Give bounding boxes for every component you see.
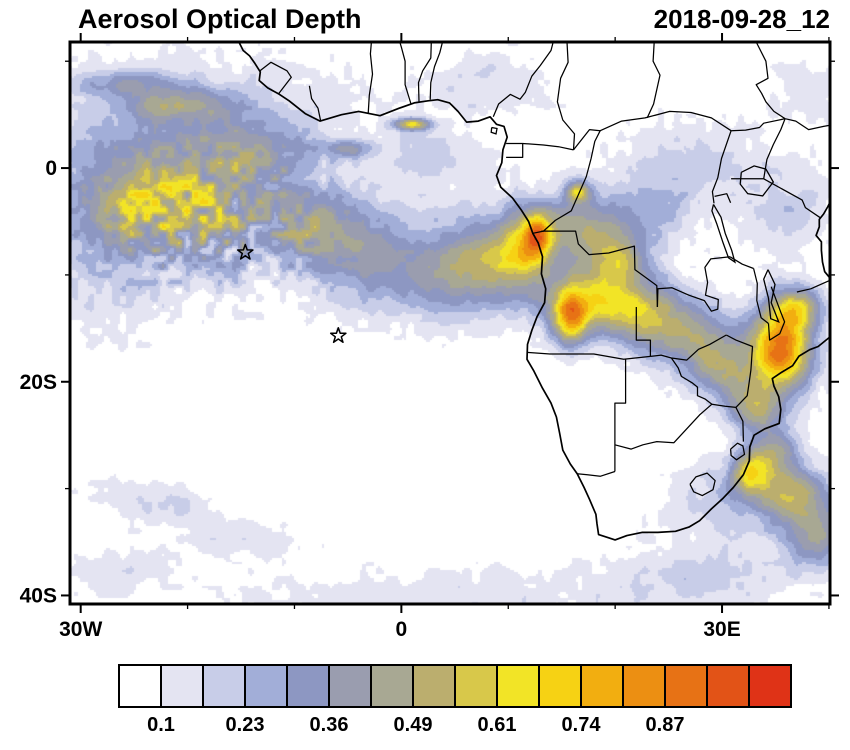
colorbar-cell (244, 664, 288, 708)
lake-outline (739, 165, 775, 197)
border-congo-drc (532, 130, 601, 234)
border-zimbabwe-mozambique (726, 334, 754, 408)
border-mozambique-south-africa (735, 407, 745, 442)
colorbar-tick-label: 0.1 (147, 714, 175, 736)
lat-tick-label: 0 (45, 157, 57, 180)
plot-title: Aerosol Optical Depth (78, 4, 362, 34)
aod-heatmap-canvas (70, 42, 830, 604)
border-namibia-botswana (614, 359, 627, 472)
border-togo-benin (417, 41, 432, 102)
map-frame (68, 40, 832, 606)
colorbar (118, 664, 792, 708)
border-nigeria-cameroon (492, 41, 554, 118)
colorbar-cell (538, 664, 582, 708)
lon-tick-label: 30W (59, 618, 102, 641)
border-benin-nigeria (429, 41, 444, 100)
colorbar-tick-label: 0.49 (393, 714, 433, 736)
colorbar-cell (370, 664, 414, 708)
border-swaziland (729, 442, 746, 461)
border-south-sudan-uganda-kenya (731, 118, 786, 132)
border-tanzania-kenya (763, 178, 821, 219)
border-drc-zambia (656, 256, 731, 312)
lake-outline (711, 204, 736, 264)
border-uganda-kenya (763, 118, 786, 179)
border-cote-divoire-ghana (367, 41, 374, 114)
star-marker (236, 243, 254, 260)
colorbar-cell (748, 664, 792, 708)
lon-tick-label: 0 (396, 618, 408, 641)
colorbar-cell (706, 664, 750, 708)
border-malawi-mozambique (767, 286, 786, 341)
colorbar-labels: 0.1 0.23 0.36 0.49 0.61 0.74 0.87 (118, 714, 792, 740)
colorbar-cell (622, 664, 666, 708)
map-panel: 30W 0 30E 0 20S 40S (20, 33, 839, 641)
border-ghana-togo (399, 41, 412, 105)
border-zimbabwe-south-africa (711, 403, 736, 409)
colorbar-cell (118, 664, 162, 708)
border-rwanda-burundi (714, 193, 732, 204)
plot-timestamp: 2018-09-28_12 (653, 4, 830, 34)
border-lesotho (689, 472, 716, 497)
colorbar-cell (160, 664, 204, 708)
island-outline (490, 126, 498, 135)
coastline-path (238, 41, 831, 541)
border-zambia-malawi (752, 268, 769, 324)
border-kenya-ethiopia (784, 118, 831, 131)
border-zimbabwe-botswana (670, 357, 713, 405)
lat-tick-label: 40S (20, 584, 57, 607)
lake-outline (763, 269, 780, 324)
lon-tick-label: 30E (703, 618, 740, 641)
border-sierra-leone-guinea (258, 61, 292, 95)
lat-tick-label: 20S (20, 371, 57, 394)
border-cameroon-car (556, 41, 576, 150)
colorbar-tick-label: 0.74 (561, 714, 601, 736)
border-botswana-south-africa (614, 403, 713, 450)
border-angola-zambia (635, 307, 652, 357)
border-namibia-zambia-caprivi (650, 354, 672, 359)
colorbar-cell (496, 664, 540, 708)
colorbar-cell (202, 664, 246, 708)
colorbar-tick-label: 0.61 (477, 714, 517, 736)
colorbar-cell (454, 664, 498, 708)
colorbar-cell (286, 664, 330, 708)
border-car-sudan (646, 41, 661, 119)
border-namibia-south-africa (577, 470, 616, 477)
border-angola-namibia (526, 351, 651, 360)
border-zambia-zimbabwe (671, 334, 727, 361)
border-tanzania-mozambique (796, 279, 831, 293)
border-cameroon-gabon (506, 142, 574, 151)
border-south-sudan-ethiopia (755, 41, 786, 120)
border-equatorial-guinea (506, 143, 524, 159)
colorbar-tick-label: 0.36 (309, 714, 349, 736)
colorbar-tick-label: 0.23 (225, 714, 265, 736)
border-drc-uganda-rwanda (711, 130, 732, 204)
colorbar-cell (664, 664, 708, 708)
colorbar-tick-label: 0.87 (645, 714, 685, 736)
border-angola-drc (541, 230, 659, 308)
colorbar-cell (412, 664, 456, 708)
border-drc-car-south-sudan (573, 110, 732, 151)
map-overlay: 30W 0 30E 0 20S 40S (20, 33, 839, 641)
colorbar-cell (328, 664, 372, 708)
star-marker (329, 327, 347, 344)
border-liberia-cote-divoire (308, 85, 322, 122)
colorbar-cell (580, 664, 624, 708)
border-zambia-tanzania (729, 256, 754, 270)
coastline-path (815, 201, 831, 279)
